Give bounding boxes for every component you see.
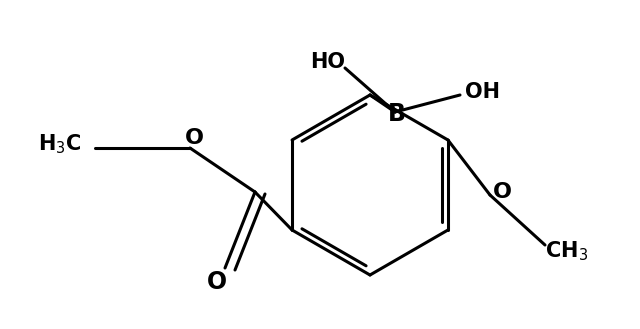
- Text: O: O: [184, 128, 204, 148]
- Text: CH$_3$: CH$_3$: [545, 239, 589, 263]
- Text: OH: OH: [465, 82, 499, 102]
- Text: HO: HO: [310, 52, 346, 72]
- Text: O: O: [207, 270, 227, 294]
- Text: H$_3$C: H$_3$C: [38, 132, 82, 156]
- Text: O: O: [493, 182, 511, 202]
- Text: B: B: [388, 102, 406, 126]
